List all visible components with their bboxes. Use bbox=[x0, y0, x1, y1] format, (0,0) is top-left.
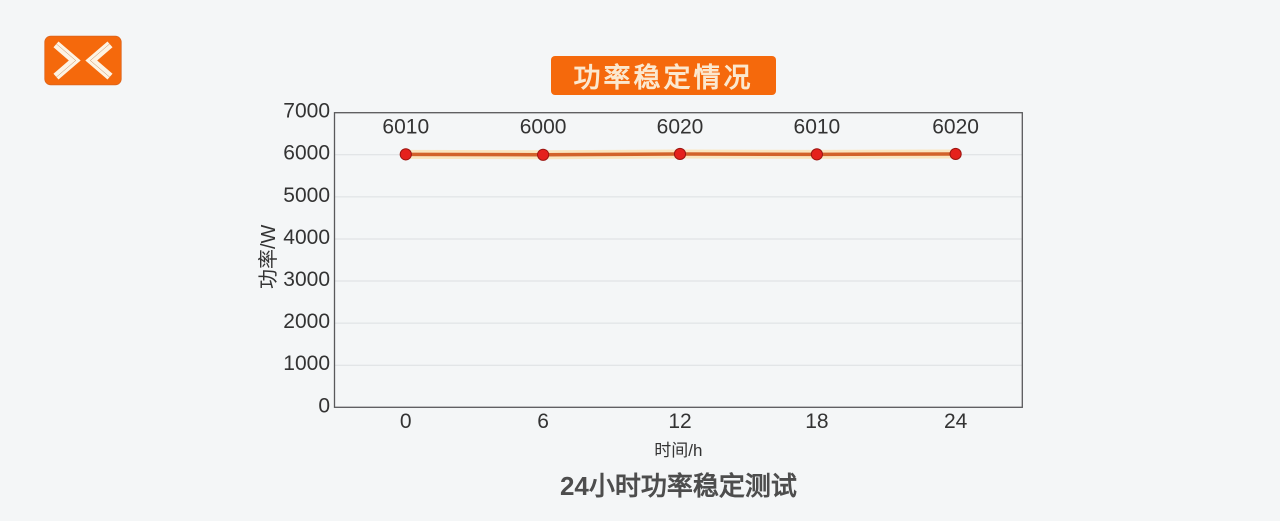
svg-text:3000: 3000 bbox=[283, 268, 330, 291]
svg-text:2000: 2000 bbox=[283, 310, 330, 333]
svg-text:18: 18 bbox=[805, 410, 828, 433]
svg-text:0: 0 bbox=[400, 410, 412, 433]
svg-text:24: 24 bbox=[944, 410, 968, 433]
svg-text:6: 6 bbox=[537, 410, 549, 433]
svg-text:4000: 4000 bbox=[283, 226, 330, 249]
svg-text:6020: 6020 bbox=[657, 116, 704, 139]
svg-text:6000: 6000 bbox=[283, 142, 330, 165]
svg-text:12: 12 bbox=[668, 410, 691, 433]
svg-text:0: 0 bbox=[318, 394, 330, 417]
svg-text:6020: 6020 bbox=[932, 116, 979, 139]
svg-text:6010: 6010 bbox=[794, 116, 841, 139]
svg-text:6000: 6000 bbox=[520, 116, 567, 139]
svg-text:1000: 1000 bbox=[283, 352, 330, 375]
svg-text:7000: 7000 bbox=[283, 100, 330, 123]
svg-text:5000: 5000 bbox=[283, 184, 330, 207]
svg-text:6010: 6010 bbox=[382, 116, 429, 139]
